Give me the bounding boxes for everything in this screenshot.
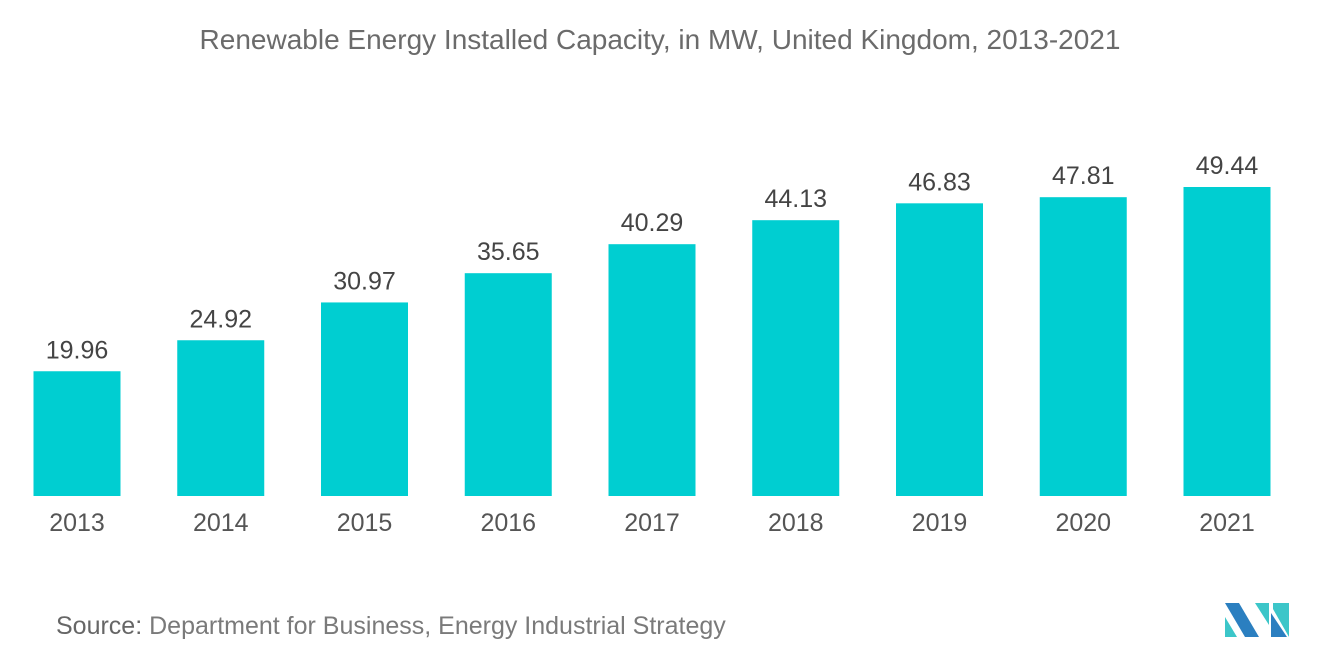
x-tick-2017: 2017 (624, 509, 680, 537)
x-tick-2016: 2016 (480, 509, 536, 537)
data-label-2017: 40.29 (621, 209, 684, 237)
bar-chart: 19.96 2013 24.92 2014 30.97 2015 35.65 2016 40.2… (33, 152, 1271, 537)
x-tick-2018: 2018 (768, 509, 824, 537)
data-label-2015: 30.97 (333, 267, 396, 295)
bar-2021 (1183, 187, 1271, 496)
x-tick-2014: 2014 (193, 509, 249, 537)
data-label-2013: 19.96 (46, 336, 109, 364)
x-tick-2015: 2015 (337, 509, 393, 537)
bar-2016 (464, 273, 552, 496)
data-label-2014: 24.92 (189, 305, 252, 333)
x-tick-2020: 2020 (1055, 509, 1111, 537)
bar-2017 (608, 244, 696, 496)
bar-2020 (1039, 197, 1127, 496)
bar-2013 (33, 371, 121, 496)
x-tick-2019: 2019 (912, 509, 968, 537)
brand-logo (1225, 603, 1289, 637)
source-label: Source: (56, 612, 143, 640)
chart-title: Renewable Energy Installed Capacity, in … (199, 24, 1121, 55)
data-label-2016: 35.65 (477, 238, 540, 266)
bar-2019 (896, 203, 983, 496)
source-note: Source: Department for Business, Energy … (56, 612, 726, 641)
x-tick-2021: 2021 (1199, 509, 1255, 537)
data-label-2020: 47.81 (1052, 162, 1115, 190)
source-text: Department for Business, Energy Industri… (149, 612, 726, 640)
bar-2015 (321, 302, 408, 496)
bar-2014 (177, 340, 265, 496)
data-label-2019: 46.83 (908, 168, 971, 196)
data-label-2018: 44.13 (764, 185, 827, 213)
data-label-2021: 49.44 (1196, 152, 1259, 180)
x-tick-2013: 2013 (49, 509, 105, 537)
bar-2018 (752, 220, 840, 496)
